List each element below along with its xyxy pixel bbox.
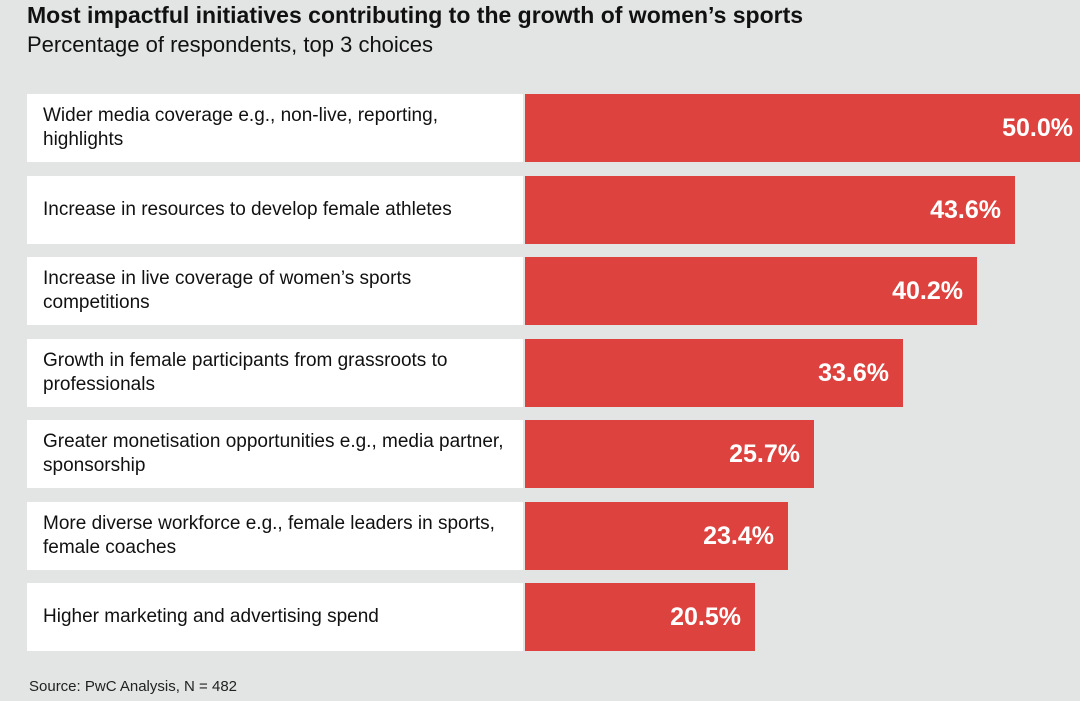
bar: 43.6% (525, 176, 1015, 244)
bar: 50.0% (525, 94, 1080, 162)
category-label-box: Increase in resources to develop female … (27, 176, 523, 244)
category-label: Greater monetisation opportunities e.g.,… (43, 431, 504, 476)
category-label-box: More diverse workforce e.g., female lead… (27, 502, 523, 570)
bar: 20.5% (525, 583, 755, 651)
category-label-box: Higher marketing and advertising spend (27, 583, 523, 651)
data-label: 43.6% (930, 196, 1001, 224)
category-label: Higher marketing and advertising spend (43, 606, 379, 627)
category-label-box: Greater monetisation opportunities e.g.,… (27, 420, 523, 488)
category-label-box: Increase in live coverage of women’s spo… (27, 257, 523, 325)
data-label: 40.2% (892, 277, 963, 305)
bar: 40.2% (525, 257, 977, 325)
category-label-box: Growth in female participants from grass… (27, 339, 523, 407)
data-label: 33.6% (818, 359, 889, 387)
bar: 25.7% (525, 420, 814, 488)
data-label: 25.7% (729, 440, 800, 468)
category-label: Increase in live coverage of women’s spo… (43, 268, 412, 313)
category-label: Wider media coverage e.g., non-live, rep… (43, 105, 438, 150)
category-label: Increase in resources to develop female … (43, 199, 452, 220)
bar: 23.4% (525, 502, 788, 570)
data-label: 50.0% (1002, 114, 1073, 142)
source-note: Source: PwC Analysis, N = 482 (29, 678, 238, 695)
data-label: 23.4% (703, 522, 774, 550)
chart-title: Most impactful initiatives contributing … (27, 2, 804, 28)
category-label: Growth in female participants from grass… (43, 350, 448, 395)
data-label: 20.5% (670, 603, 741, 631)
category-label-box: Wider media coverage e.g., non-live, rep… (27, 94, 523, 162)
bar: 33.6% (525, 339, 903, 407)
chart-subtitle: Percentage of respondents, top 3 choices (27, 32, 434, 57)
category-label: More diverse workforce e.g., female lead… (43, 513, 495, 558)
